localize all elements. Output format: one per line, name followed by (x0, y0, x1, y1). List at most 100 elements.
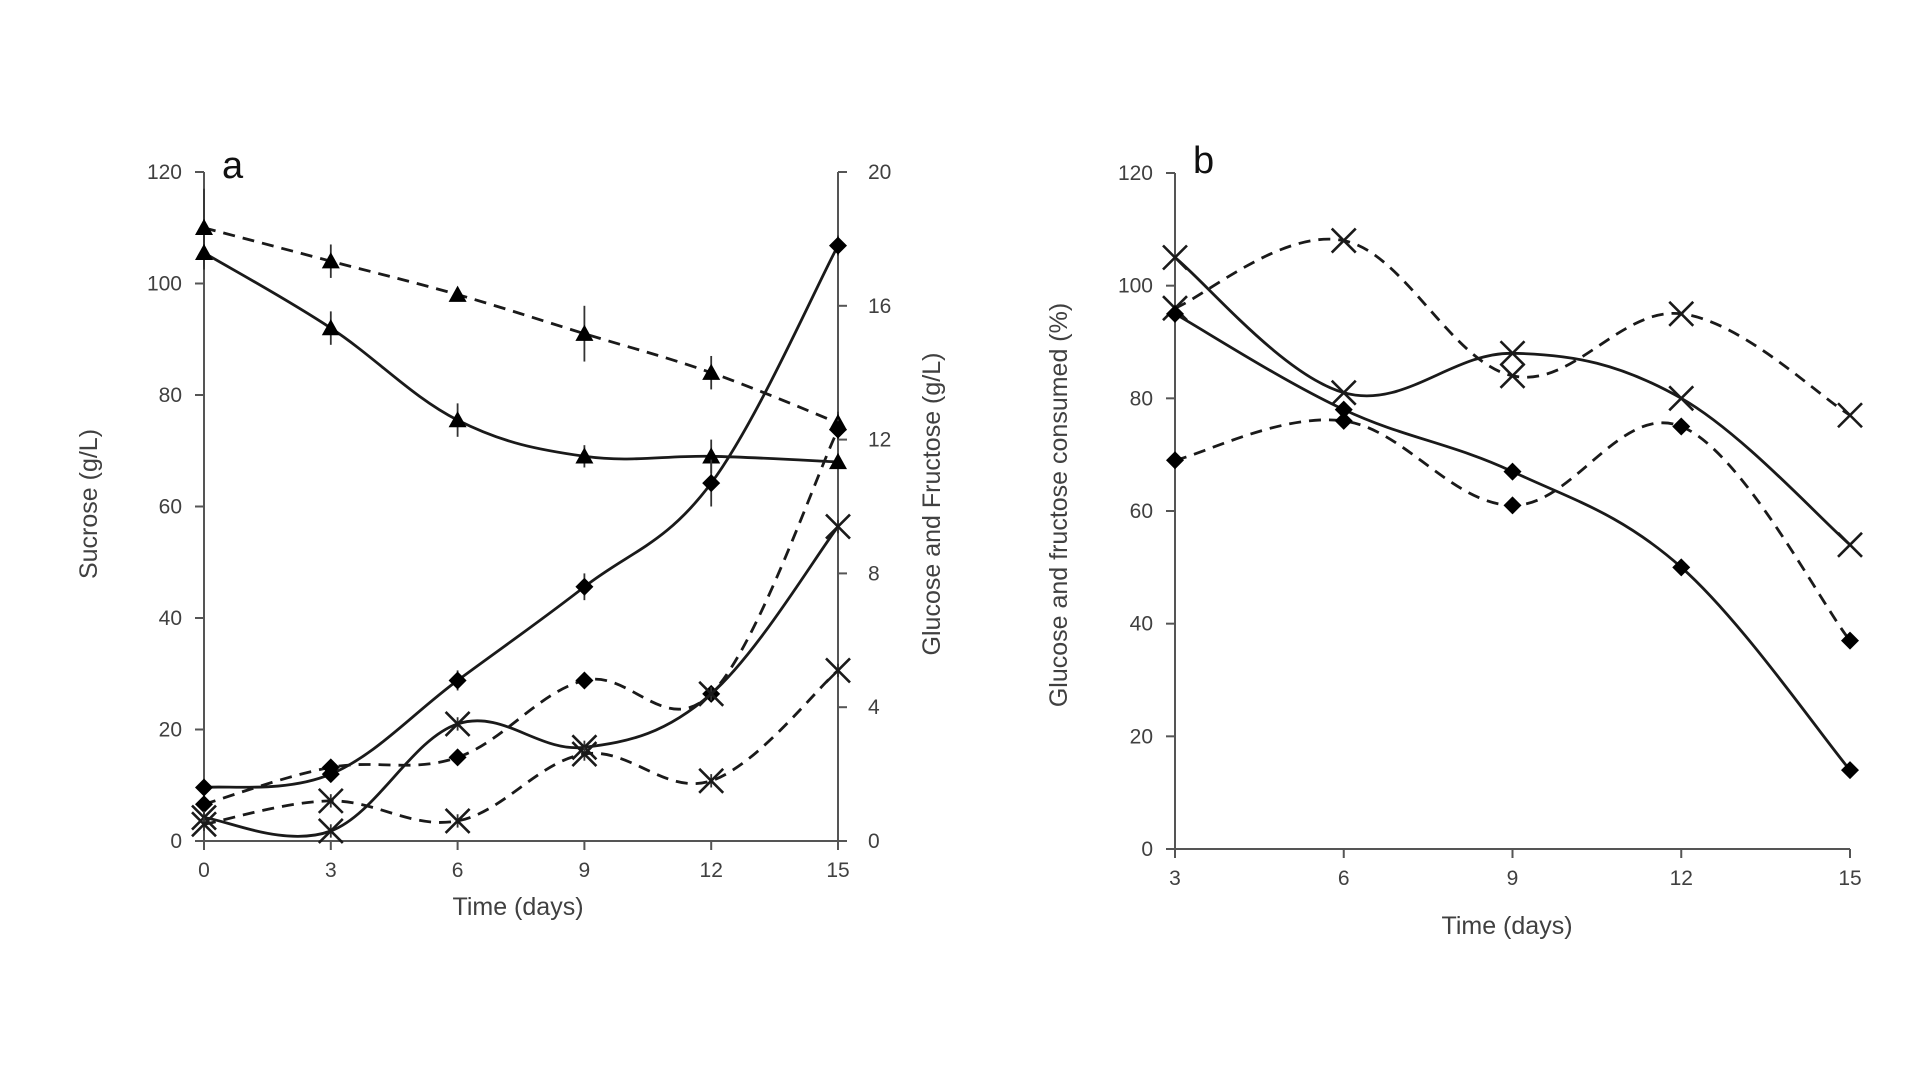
panel-b-y-tick-label: 120 (1118, 162, 1153, 185)
panel-a-series-2-point (702, 447, 721, 464)
panel-a-series-6-point (191, 811, 217, 838)
panel-a-series-6-line (203, 669, 839, 826)
panel-a-series-2-point (575, 447, 594, 464)
panel-a-series-2-point (448, 411, 467, 428)
panel-a-x-tick-label: 12 (700, 859, 723, 882)
panel-b-series-2-point (1837, 402, 1863, 429)
panel-a-y2-axis-title: Glucose and Fructose (g/L) (918, 353, 946, 656)
panel-a-series-6-point (571, 741, 598, 767)
panel-a-series-4-point (321, 758, 340, 777)
panel-b-series-2 (1162, 227, 1863, 429)
panel-b-x-tick-label: 9 (1507, 867, 1519, 890)
panel-b-series-3-point (1672, 558, 1691, 577)
panel-b-series-4 (1166, 411, 1859, 650)
panel-b-y-tick-label: 40 (1130, 613, 1153, 636)
panel-a-series-5-line (203, 525, 840, 838)
panel-a-series-3 (195, 235, 847, 797)
panel-b-series-4-line (1174, 418, 1852, 642)
panel-b-series-2-point (1499, 362, 1526, 389)
panel-a-x-tick-label: 15 (826, 859, 849, 882)
panel-b-y-tick-label: 20 (1130, 725, 1153, 748)
panel-a-series-4-point (829, 420, 847, 439)
panel-b-series-4-point (1841, 631, 1859, 650)
panel-b-series-3 (1166, 304, 1859, 780)
panel-a-series-3-point (448, 671, 467, 690)
panel-a-x-tick-label: 3 (325, 859, 337, 882)
panel-a-series-3-point (829, 236, 847, 255)
panel-a-y2-tick-label: 8 (868, 562, 880, 585)
panel-a-series-1-line (203, 226, 839, 425)
panel-b-y-tick-label: 60 (1130, 500, 1153, 523)
panel-a-series-3-line (203, 244, 840, 789)
panel-a-x-axis-title: Time (days) (452, 893, 583, 921)
panel-b-label: b (1193, 140, 1214, 182)
panel-b-series-1-point (1668, 385, 1695, 412)
panel-a-series-2-line (203, 251, 839, 464)
panel-b-x-tick-label: 3 (1169, 867, 1181, 890)
panel-b-series-4-point (1334, 411, 1353, 430)
panel-b-x-tick-label: 15 (1838, 867, 1861, 890)
panel-a-y-tick-label: 60 (159, 496, 182, 519)
panel-b-x-tick-label: 6 (1338, 867, 1350, 890)
panel-a-series-3-point (575, 577, 594, 596)
panel-a-y2-tick-label: 12 (868, 429, 891, 452)
panel-b-x-tick-label: 12 (1670, 867, 1693, 890)
panel-a-label: a (222, 145, 244, 187)
panel-a-series-1-point (321, 252, 340, 269)
panel-b-y-tick-label: 100 (1118, 275, 1153, 298)
panel-a-series-6-point (444, 808, 471, 834)
panel-a-series-1 (195, 188, 847, 435)
panel-a-x-tick-label: 9 (579, 859, 591, 882)
panel-a-series-2-point (195, 243, 213, 261)
panel-b-y-tick-label: 80 (1130, 387, 1153, 410)
panel-a-y-axis-title: Sucrose (g/L) (75, 429, 103, 579)
panel-b-series-1-point (1162, 244, 1188, 271)
panel-a-series-2-point (829, 452, 847, 470)
panel-b-series-3-point (1334, 400, 1353, 419)
panel-a-series-5 (191, 513, 851, 844)
panel-b-series-3-point (1503, 462, 1522, 481)
panel-b-chart: 3 6 9 12 15 0 20 40 60 80 100 120 b Time (days) Glucos… (1045, 140, 1863, 940)
panel-b-y-axis-title: Glucose and fructose consumed (%) (1045, 303, 1073, 707)
panel-a-y-tick-label: 100 (147, 273, 182, 296)
panel-a-y-tick-label: 40 (159, 607, 182, 630)
panel-a-y2-tick-label: 16 (868, 295, 891, 318)
panel-b-series-4-point (1503, 496, 1522, 515)
panel-a-y-tick-label: 80 (159, 384, 182, 407)
panel-b-series-1-point (1330, 379, 1357, 406)
panel-b-series-3-point (1841, 761, 1859, 780)
panel-a-series-2-point (321, 319, 340, 336)
panel-a-series-6-point (698, 767, 725, 794)
panel-a-y2-tick-label: 4 (868, 696, 880, 719)
panel-a-series-4-point (448, 748, 467, 767)
panel-a-y2-tick-label: 20 (868, 161, 891, 184)
panel-a-series-6 (191, 657, 851, 838)
panel-b-series-1-point (1499, 340, 1526, 367)
panel-b-series-3-point (1166, 304, 1184, 323)
panel-b-series-1-point (1837, 531, 1863, 558)
panel-b-series-2-line (1174, 237, 1851, 417)
panel-a-series-4 (195, 419, 847, 814)
panel-a-series-3-point (195, 778, 213, 797)
panel-a-y2-tick-label: 0 (868, 830, 880, 853)
panel-a-series-5-point (317, 818, 344, 844)
panel-a-x-tick-label: 0 (198, 859, 210, 882)
panel-a-series-1-point (575, 324, 594, 341)
panel-b-series-2-point (1668, 300, 1695, 327)
panel-a-series-1-point (702, 363, 721, 380)
panel-b-series-1 (1162, 244, 1863, 558)
panel-a-y-tick-label: 20 (159, 719, 182, 742)
panel-a-series-4-point (575, 671, 594, 690)
panel-a-series-1-point (448, 285, 467, 302)
panel-b-x-axis-title: Time (days) (1441, 912, 1572, 940)
panel-b-series-3-line (1174, 312, 1852, 771)
panel-b-y-tick-label: 0 (1141, 838, 1153, 861)
panel-a-series-3-point (702, 474, 721, 493)
panel-a-series-2 (195, 236, 847, 474)
panel-a-y-tick-label: 0 (170, 830, 182, 853)
panel-a-series-1-point (195, 218, 213, 235)
panel-a-series-6-point (317, 787, 344, 814)
panel-a-series-5-point (698, 680, 725, 707)
panel-b-series-4-point (1672, 417, 1691, 436)
panel-a-x-tick-label: 6 (452, 859, 464, 882)
